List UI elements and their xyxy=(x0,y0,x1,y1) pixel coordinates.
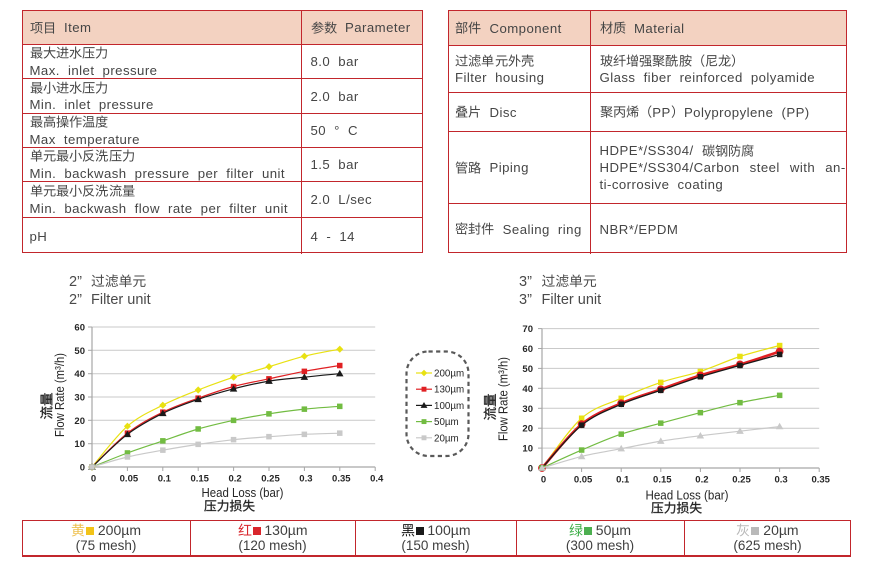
svg-text:50µm: 50µm xyxy=(434,417,459,428)
svg-text:50: 50 xyxy=(74,346,85,357)
svg-text:30: 30 xyxy=(522,404,533,415)
svg-text:Head Loss (bar): Head Loss (bar) xyxy=(202,485,284,500)
svg-text:0: 0 xyxy=(528,464,533,475)
svg-text:0.25: 0.25 xyxy=(261,474,280,485)
svg-text:20: 20 xyxy=(74,416,85,427)
svg-text:40: 40 xyxy=(74,369,85,380)
svg-text:0.05: 0.05 xyxy=(574,475,593,486)
svg-text:0.35: 0.35 xyxy=(332,474,351,485)
svg-text:3”: 3” xyxy=(519,274,532,290)
svg-text:0.2: 0.2 xyxy=(228,474,241,485)
svg-text:2”: 2” xyxy=(69,274,82,290)
svg-text:3”: 3” xyxy=(519,292,532,308)
svg-text:0.1: 0.1 xyxy=(616,475,630,486)
svg-text:70: 70 xyxy=(522,324,533,335)
svg-text:Flow Rate (m³/h): Flow Rate (m³/h) xyxy=(497,357,511,441)
svg-text:20: 20 xyxy=(522,424,533,435)
svg-text:40: 40 xyxy=(522,384,533,395)
svg-text:20µm: 20µm xyxy=(434,433,459,444)
svg-text:0.3: 0.3 xyxy=(299,474,312,485)
svg-text:60: 60 xyxy=(74,323,85,334)
svg-text:0.3: 0.3 xyxy=(774,475,787,486)
svg-text:50: 50 xyxy=(522,364,533,375)
svg-text:0.2: 0.2 xyxy=(695,475,708,486)
svg-text:0.1: 0.1 xyxy=(158,474,172,485)
svg-text:130µm: 130µm xyxy=(434,385,464,396)
svg-text:0.05: 0.05 xyxy=(120,474,139,485)
svg-text:60: 60 xyxy=(522,344,533,355)
svg-text:100µm: 100µm xyxy=(434,401,464,412)
svg-text:0.35: 0.35 xyxy=(811,475,830,486)
svg-text:10: 10 xyxy=(74,439,85,450)
svg-text:Flow Rate (m³/h): Flow Rate (m³/h) xyxy=(53,353,67,437)
svg-text:0.25: 0.25 xyxy=(732,475,751,486)
svg-text:0: 0 xyxy=(80,463,85,474)
svg-text:Filter unit: Filter unit xyxy=(91,292,151,308)
svg-text:200µm: 200µm xyxy=(434,369,464,380)
svg-text:30: 30 xyxy=(74,393,85,404)
svg-text:Head Loss (bar): Head Loss (bar) xyxy=(646,488,729,503)
svg-text:0: 0 xyxy=(91,474,96,485)
svg-text:2”: 2” xyxy=(69,292,82,308)
svg-text:Filter unit: Filter unit xyxy=(542,292,602,308)
svg-text:0.15: 0.15 xyxy=(190,474,209,485)
svg-text:0.4: 0.4 xyxy=(370,474,384,485)
svg-text:10: 10 xyxy=(522,444,533,455)
svg-text:0.15: 0.15 xyxy=(653,475,672,486)
svg-text:0: 0 xyxy=(541,475,546,486)
